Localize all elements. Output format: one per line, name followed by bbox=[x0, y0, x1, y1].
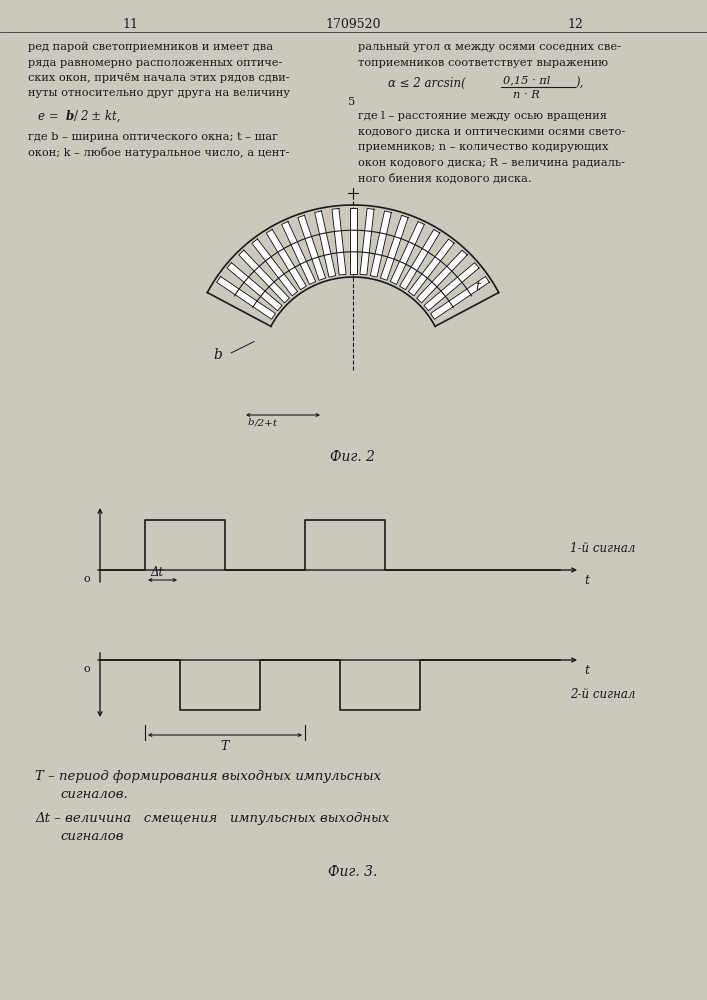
Text: ного биения кодового диска.: ного биения кодового диска. bbox=[358, 173, 532, 184]
Text: e =: e = bbox=[38, 110, 59, 123]
Text: b: b bbox=[214, 348, 222, 362]
Text: 2 ± kt,: 2 ± kt, bbox=[80, 110, 120, 123]
Polygon shape bbox=[315, 211, 336, 277]
Polygon shape bbox=[431, 276, 489, 319]
Text: нуты относительно друг друга на величину: нуты относительно друг друга на величину bbox=[28, 89, 290, 99]
Text: 2-й сигнал: 2-й сигнал bbox=[570, 688, 636, 701]
Polygon shape bbox=[380, 215, 408, 280]
Text: 11: 11 bbox=[122, 18, 138, 31]
Text: t: t bbox=[584, 664, 589, 677]
Text: t: t bbox=[584, 574, 589, 587]
Text: Фиг. 2: Фиг. 2 bbox=[330, 450, 375, 464]
Text: 0,15 · πl: 0,15 · πl bbox=[503, 75, 550, 85]
Text: сигналов.: сигналов. bbox=[60, 788, 128, 801]
Text: окон; k – любое натуральное число, а цент-: окон; k – любое натуральное число, а цен… bbox=[28, 147, 289, 158]
Text: 1-й сигнал: 1-й сигнал bbox=[570, 542, 636, 555]
Polygon shape bbox=[216, 276, 276, 319]
Text: b: b bbox=[66, 110, 74, 123]
Polygon shape bbox=[416, 250, 467, 303]
Text: T – период формирования выходных импульсных: T – период формирования выходных импульс… bbox=[35, 770, 381, 783]
Polygon shape bbox=[332, 208, 346, 275]
Text: где l – расстояние между осью вращения: где l – расстояние между осью вращения bbox=[358, 111, 607, 121]
Text: o: o bbox=[83, 664, 90, 674]
Text: b: b bbox=[248, 418, 255, 427]
Text: ских окон, причём начала этих рядов сдви-: ских окон, причём начала этих рядов сдви… bbox=[28, 73, 290, 83]
Polygon shape bbox=[252, 239, 298, 296]
Text: Δt – величина   смещения   импульсных выходных: Δt – величина смещения импульсных выходн… bbox=[35, 812, 390, 825]
Text: ред парой светоприемников и имеет два: ред парой светоприемников и имеет два bbox=[28, 42, 273, 52]
Polygon shape bbox=[409, 239, 454, 296]
Text: кодового диска и оптическими осями свето-: кодового диска и оптическими осями свето… bbox=[358, 126, 625, 136]
Text: топриемников соответствует выражению: топриемников соответствует выражению bbox=[358, 57, 608, 68]
Text: приемников; n – количество кодирующих: приемников; n – количество кодирующих bbox=[358, 142, 609, 152]
Text: o: o bbox=[83, 574, 90, 584]
Polygon shape bbox=[349, 208, 356, 274]
Text: n · R: n · R bbox=[513, 90, 540, 100]
Polygon shape bbox=[298, 215, 326, 280]
Polygon shape bbox=[390, 221, 424, 284]
Text: 12: 12 bbox=[567, 18, 583, 31]
Text: окон кодового диска; R – величина радиаль-: окон кодового диска; R – величина радиал… bbox=[358, 157, 625, 167]
Text: где b – ширина оптического окна; t – шаг: где b – ширина оптического окна; t – шаг bbox=[28, 132, 278, 142]
Polygon shape bbox=[239, 250, 289, 303]
Text: Δt: Δt bbox=[151, 566, 164, 579]
Text: сигналов: сигналов bbox=[60, 830, 124, 843]
Polygon shape bbox=[424, 263, 479, 311]
Text: 1709520: 1709520 bbox=[325, 18, 381, 31]
Text: 5: 5 bbox=[348, 97, 355, 107]
Text: /: / bbox=[74, 110, 78, 123]
Text: Фиг. 3.: Фиг. 3. bbox=[328, 865, 378, 879]
Polygon shape bbox=[227, 263, 282, 311]
Text: t: t bbox=[475, 280, 480, 293]
Polygon shape bbox=[267, 229, 306, 290]
Polygon shape bbox=[360, 208, 374, 275]
Polygon shape bbox=[281, 221, 316, 284]
Text: T: T bbox=[221, 740, 229, 753]
Text: ряда равномерно расположенных оптиче-: ряда равномерно расположенных оптиче- bbox=[28, 57, 282, 68]
Text: α ≤ 2 arcsin(: α ≤ 2 arcsin( bbox=[388, 77, 466, 90]
Polygon shape bbox=[370, 211, 392, 277]
Text: ральный угол α между осями соседних све-: ральный угол α между осями соседних све- bbox=[358, 42, 621, 52]
Text: ),: ), bbox=[575, 77, 583, 90]
Polygon shape bbox=[399, 229, 440, 290]
Text: /2+t: /2+t bbox=[255, 418, 278, 427]
